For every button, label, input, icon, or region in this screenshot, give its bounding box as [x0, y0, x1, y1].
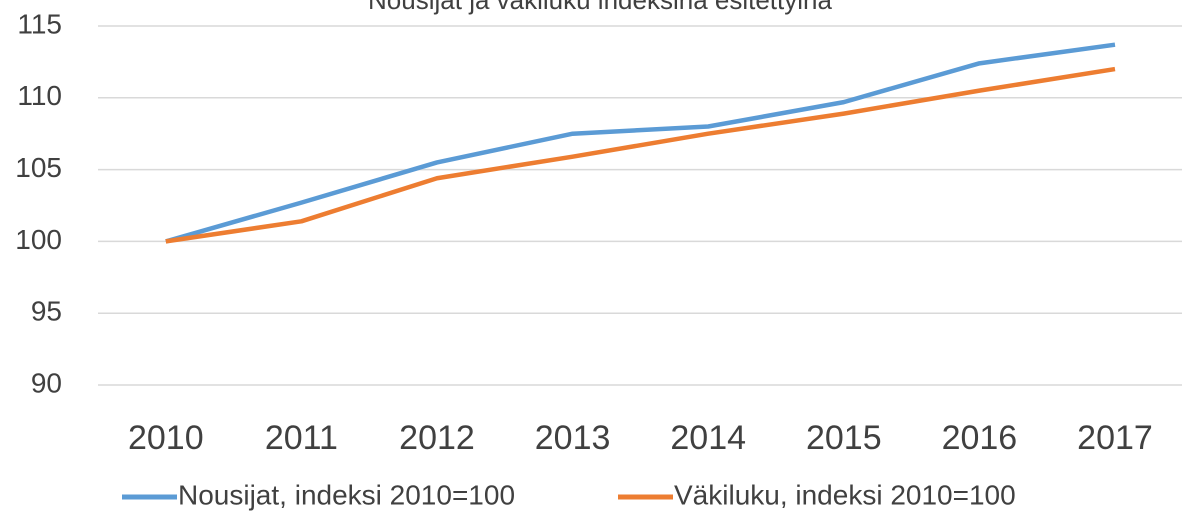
x-tick-label: 2013 [535, 419, 611, 457]
x-tick-label: 2010 [128, 419, 204, 457]
y-tick-label: 105 [15, 152, 62, 183]
x-tick-label: 2017 [1077, 419, 1153, 457]
y-tick-label: 95 [31, 296, 62, 327]
series-line [165, 42, 1116, 244]
y-tick-label: 90 [31, 367, 62, 398]
y-tick-label: 115 [17, 8, 62, 39]
x-tick-label: 2011 [265, 419, 338, 457]
series-line [165, 66, 1116, 244]
x-tick-label: 2016 [942, 419, 1018, 457]
y-tick-label: 100 [15, 224, 62, 255]
y-tick-label: 110 [17, 80, 62, 111]
legend-label: Väkiluku, indeksi 2010=100 [674, 479, 1016, 510]
x-tick-label: 2015 [806, 419, 882, 457]
x-tick-label: 2014 [670, 419, 746, 457]
legend-label: Nousijat, indeksi 2010=100 [178, 479, 515, 510]
x-tick-label: 2012 [399, 419, 475, 457]
chart-title: Nousijat ja väkiluku indeksinä esitettyi… [368, 0, 832, 15]
